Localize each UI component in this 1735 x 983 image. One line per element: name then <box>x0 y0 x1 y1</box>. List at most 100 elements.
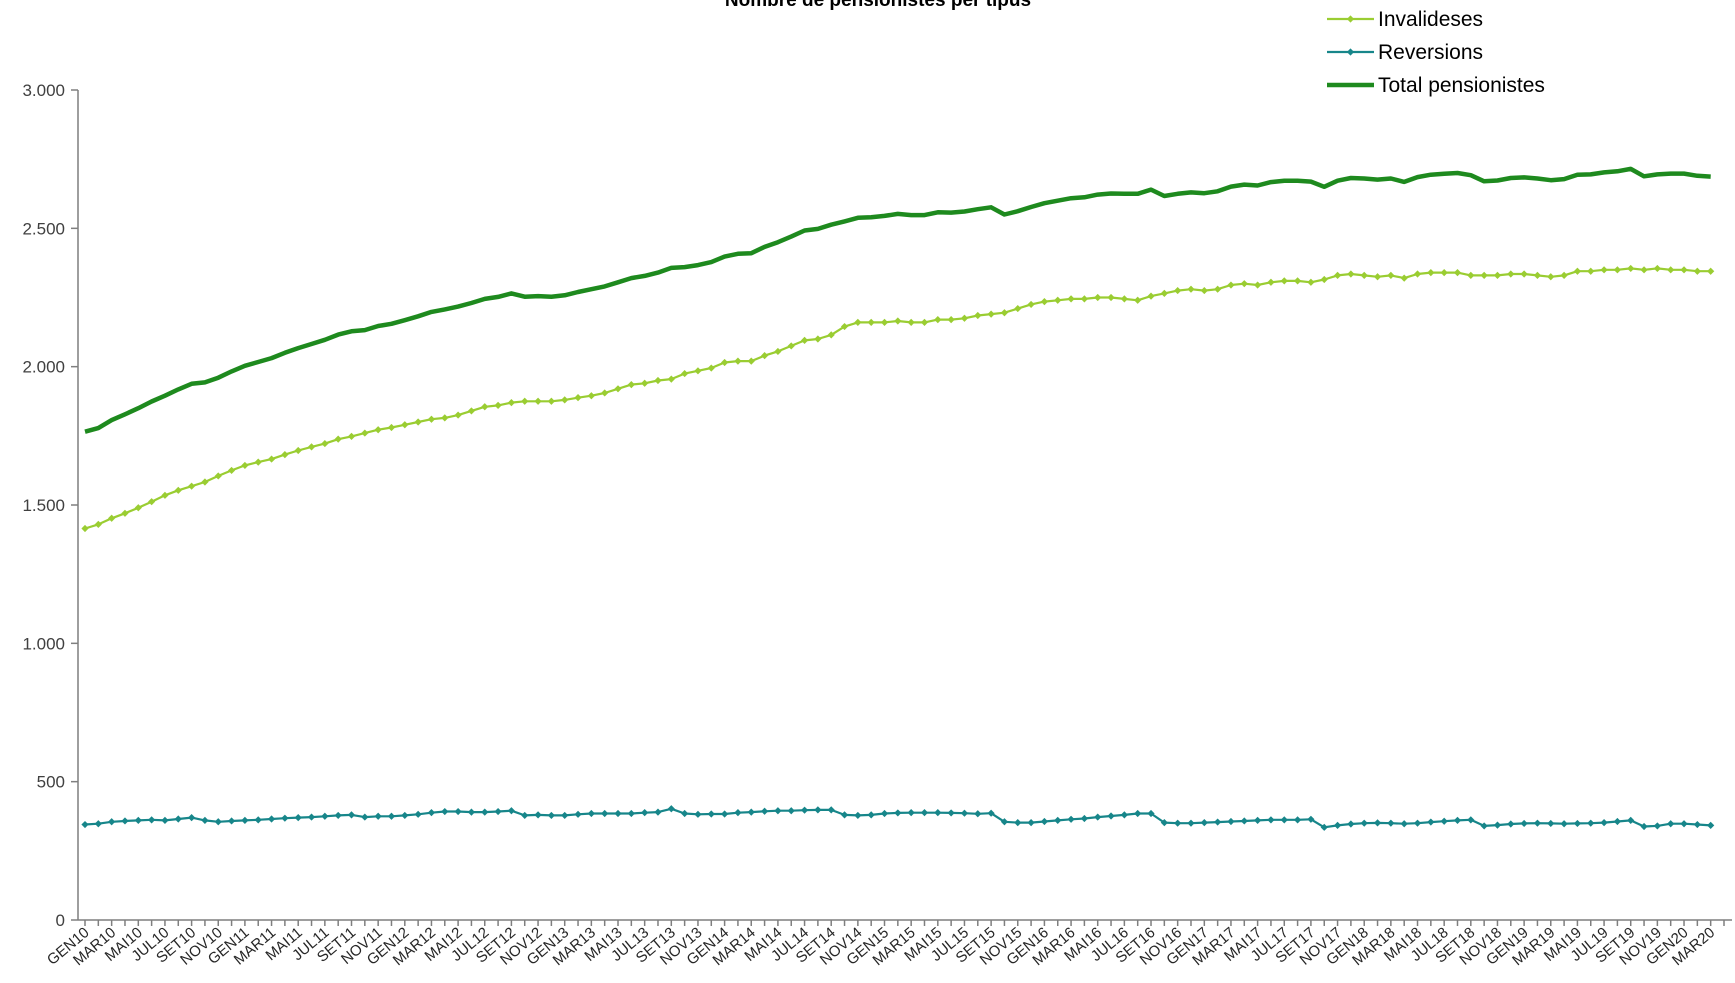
data-point <box>414 418 422 426</box>
data-point <box>427 415 436 423</box>
data-point <box>1480 271 1488 279</box>
data-point <box>148 816 156 824</box>
data-point <box>561 396 569 404</box>
data-point <box>188 482 196 490</box>
data-point <box>1373 819 1382 827</box>
data-point <box>787 342 795 350</box>
data-point <box>587 809 595 818</box>
data-point <box>201 478 209 486</box>
data-point <box>1200 286 1208 295</box>
data-point <box>947 809 955 817</box>
data-point <box>1560 271 1568 279</box>
data-point <box>627 381 635 389</box>
y-axis-ticks: 0 500 1.000 1.500 2.000 2.500 3.000 <box>22 81 78 930</box>
data-point <box>1320 275 1328 284</box>
data-point <box>401 811 409 820</box>
data-point <box>1707 821 1715 829</box>
data-point <box>1640 822 1648 831</box>
data-point <box>721 358 729 367</box>
data-point <box>1040 298 1049 306</box>
data-point <box>494 807 502 816</box>
data-point <box>387 423 396 432</box>
legend-marker <box>1346 48 1355 56</box>
data-point <box>1653 822 1661 830</box>
data-point <box>307 443 316 451</box>
data-point <box>1480 822 1488 830</box>
data-point <box>1160 289 1168 297</box>
data-point <box>920 809 929 817</box>
data-point <box>1667 820 1675 828</box>
data-point <box>1533 819 1542 827</box>
legend-marker <box>1346 15 1355 23</box>
data-point <box>1493 821 1502 829</box>
y-tick-label: 1.500 <box>22 496 65 515</box>
legend: Invalideses Reversions Total pensionistes <box>1327 8 1545 97</box>
data-point <box>1014 304 1022 313</box>
data-point <box>441 414 449 422</box>
data-point <box>1613 817 1621 826</box>
data-point <box>681 369 689 378</box>
data-point <box>174 815 182 823</box>
data-point <box>694 810 702 818</box>
data-point <box>1040 817 1049 826</box>
series-layer <box>81 166 1715 831</box>
x-axis-ticks: GEN10MAR10MAI10JUL10SET10NOV10GEN11MAR11… <box>44 920 1725 969</box>
data-point <box>654 808 662 816</box>
data-point <box>1200 819 1208 827</box>
data-point <box>667 375 675 383</box>
data-point <box>281 814 289 822</box>
data-point <box>1520 270 1528 278</box>
data-point <box>214 818 222 826</box>
data-point <box>1453 269 1462 277</box>
data-point <box>507 399 516 407</box>
data-point <box>1587 819 1595 827</box>
y-tick-label: 0 <box>56 911 65 930</box>
data-point <box>960 314 969 322</box>
data-point <box>214 472 222 480</box>
data-point <box>134 816 142 824</box>
data-point <box>108 514 116 522</box>
data-point <box>1054 296 1062 304</box>
data-point <box>267 815 276 823</box>
legend-item: Invalideses <box>1327 8 1483 31</box>
data-point <box>227 466 236 475</box>
data-point <box>987 809 995 817</box>
data-point <box>1693 820 1701 829</box>
data-point <box>121 817 129 825</box>
data-point <box>481 808 489 816</box>
data-point <box>574 810 582 818</box>
legend-item: Total pensionistes <box>1327 74 1545 97</box>
data-point <box>1120 295 1128 303</box>
data-point <box>1547 819 1555 828</box>
data-point <box>760 352 769 360</box>
data-point <box>467 407 476 415</box>
legend-label: Reversions <box>1378 41 1483 64</box>
data-point <box>1613 266 1621 274</box>
data-point <box>494 401 502 409</box>
data-point <box>800 806 809 814</box>
legend-item: Reversions <box>1327 41 1483 64</box>
data-point <box>734 809 742 817</box>
data-point <box>254 816 262 824</box>
data-point <box>1094 293 1102 302</box>
data-point <box>1147 292 1155 300</box>
data-point <box>1254 816 1262 824</box>
data-point <box>1254 281 1262 289</box>
data-point <box>81 524 89 533</box>
data-point <box>481 403 489 411</box>
series-line <box>84 267 1711 530</box>
data-point <box>1507 820 1515 828</box>
data-point <box>307 813 316 821</box>
data-point <box>1227 281 1235 289</box>
data-point <box>1587 267 1595 275</box>
data-point <box>201 816 209 824</box>
chart-title: Nombre de pensionistes per tipus <box>725 0 1031 11</box>
data-point <box>161 816 169 824</box>
data-point <box>1440 817 1448 825</box>
data-point <box>574 394 582 402</box>
data-point <box>960 809 969 817</box>
data-point <box>1134 809 1142 818</box>
data-point <box>1360 819 1368 827</box>
data-point <box>427 809 436 817</box>
